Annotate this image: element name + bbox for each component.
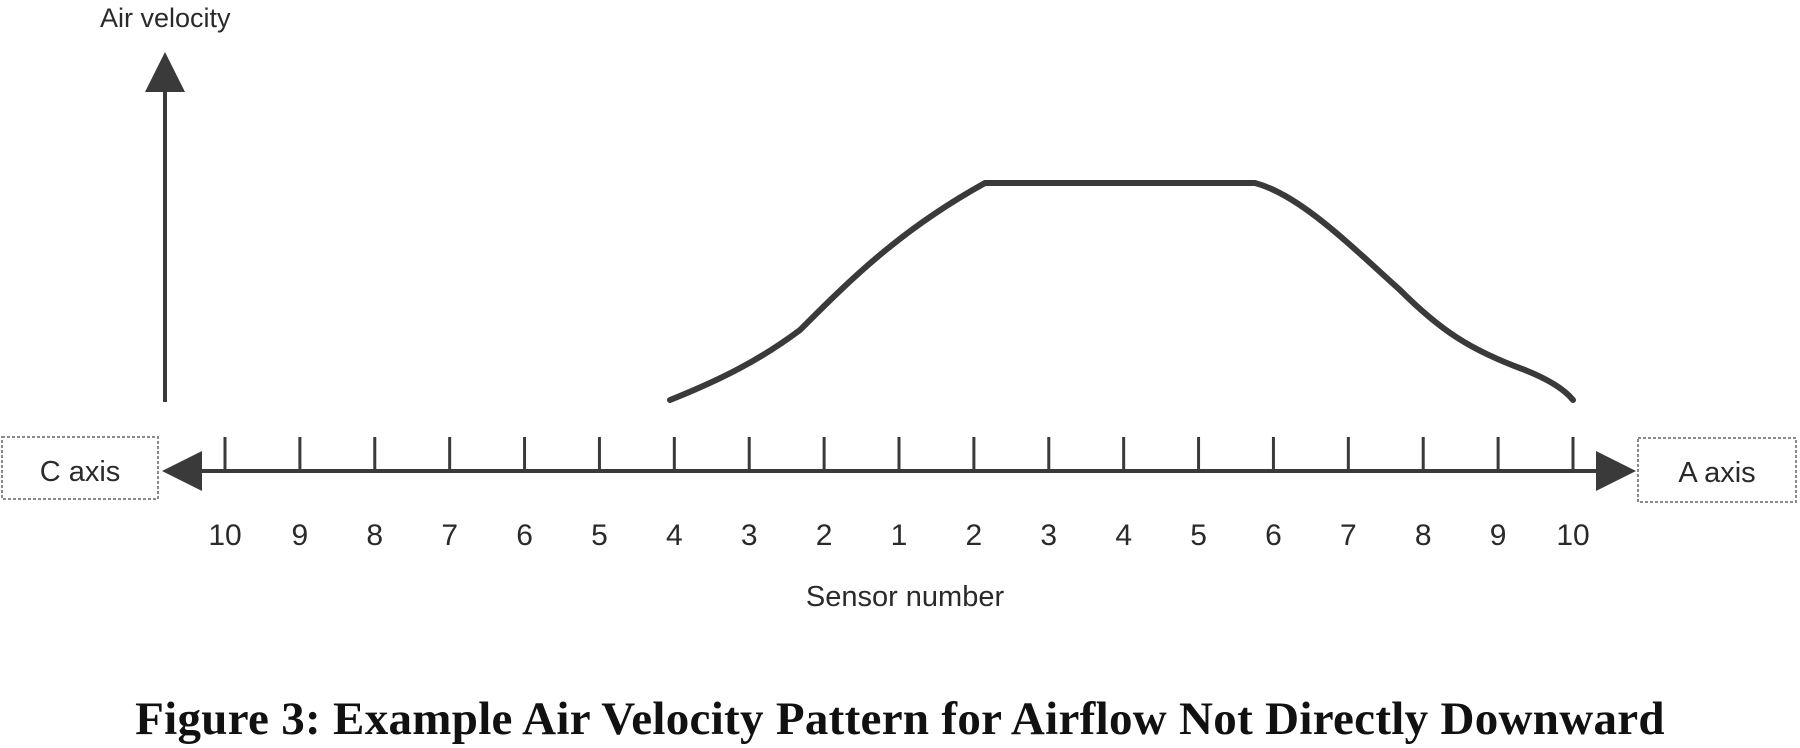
sensor-label: 6 (1265, 519, 1282, 552)
sensor-label: 8 (366, 519, 383, 552)
sensor-label: 9 (292, 519, 309, 552)
y-axis-label: Air velocity (100, 3, 231, 33)
sensor-label: 3 (1040, 519, 1057, 552)
sensor-label: 10 (208, 519, 241, 552)
sensor-ticks (223, 437, 1575, 470)
velocity-profile-curve (667, 180, 1576, 403)
a-axis-label: A axis (1678, 457, 1755, 489)
sensor-label: 3 (741, 519, 758, 552)
sensor-label: 2 (816, 519, 833, 552)
c-axis-label: C axis (40, 456, 121, 488)
a-axis-box (1637, 437, 1797, 503)
x-axis-label: Sensor number (806, 581, 1005, 613)
sensor-label: 9 (1490, 519, 1507, 552)
sensor-label: 4 (1115, 519, 1132, 552)
sensor-label: 5 (591, 519, 608, 552)
air-velocity-diagram: Air velocity C axis A axis 10 9 8 7 6 5 4 3 2 1 2 3… (1, 3, 1797, 613)
sensor-label: 7 (1340, 519, 1357, 552)
sensor-label: 6 (516, 519, 533, 552)
figure-caption: Figure 3: Example Air Velocity Pattern f… (135, 693, 1665, 745)
sensor-label: 10 (1556, 519, 1589, 552)
sensor-label: 2 (966, 519, 983, 552)
sensor-labels: 10 9 8 7 6 5 4 3 2 1 2 3 4 5 6 7 8 9 10 (208, 519, 1589, 552)
sensor-label: 7 (441, 519, 458, 552)
sensor-label: 5 (1190, 519, 1207, 552)
sensor-label: 8 (1415, 519, 1432, 552)
sensor-label: 4 (666, 519, 683, 552)
sensor-label: 1 (891, 519, 908, 552)
c-axis-box (1, 436, 159, 500)
